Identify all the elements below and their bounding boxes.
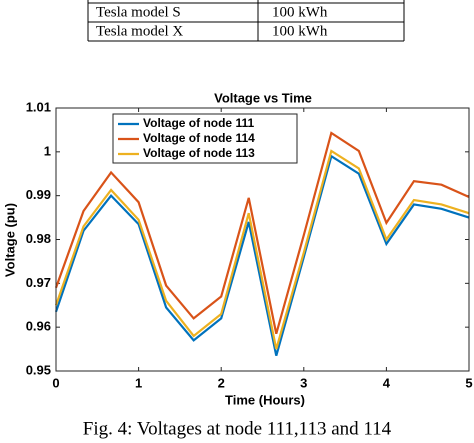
y-tick-label: 1 (44, 143, 51, 158)
x-tick-label: 4 (383, 375, 391, 390)
legend-label: Voltage of node 113 (143, 146, 255, 160)
y-tick-label: 1.01 (26, 99, 51, 114)
chart-title: Voltage vs Time (214, 90, 312, 105)
series-line (54, 149, 470, 350)
y-tick-label: 0.96 (26, 319, 51, 334)
y-axis-label: Voltage (pu) (2, 203, 17, 277)
x-axis-label: Time (Hours) (225, 392, 305, 407)
legend-label: Voltage of node 114 (143, 131, 255, 145)
x-tick-label: 5 (465, 375, 472, 390)
table-cell: 100 kWh (272, 23, 328, 39)
table-cell: Tesla model X (96, 23, 183, 39)
series-line (54, 131, 470, 335)
table-cell: 100 kWh (272, 4, 328, 20)
x-tick-label: 0 (52, 375, 59, 390)
table-cell: Tesla model S (96, 4, 181, 20)
x-tick-label: 2 (218, 375, 225, 390)
series-line (54, 154, 470, 356)
y-tick-label: 0.98 (26, 231, 51, 246)
y-tick-label: 0.97 (26, 275, 51, 290)
x-tick-label: 3 (300, 375, 307, 390)
y-tick-label: 0.95 (26, 362, 51, 377)
table (87, 0, 405, 42)
y-tick-label: 0.99 (26, 187, 51, 202)
x-tick-label: 1 (135, 375, 142, 390)
caption: Fig. 4: Voltages at node 111,113 and 114 (83, 418, 392, 439)
plot-frame (55, 107, 470, 372)
legend-box (112, 113, 298, 164)
legend-label: Voltage of node 111 (143, 116, 254, 130)
